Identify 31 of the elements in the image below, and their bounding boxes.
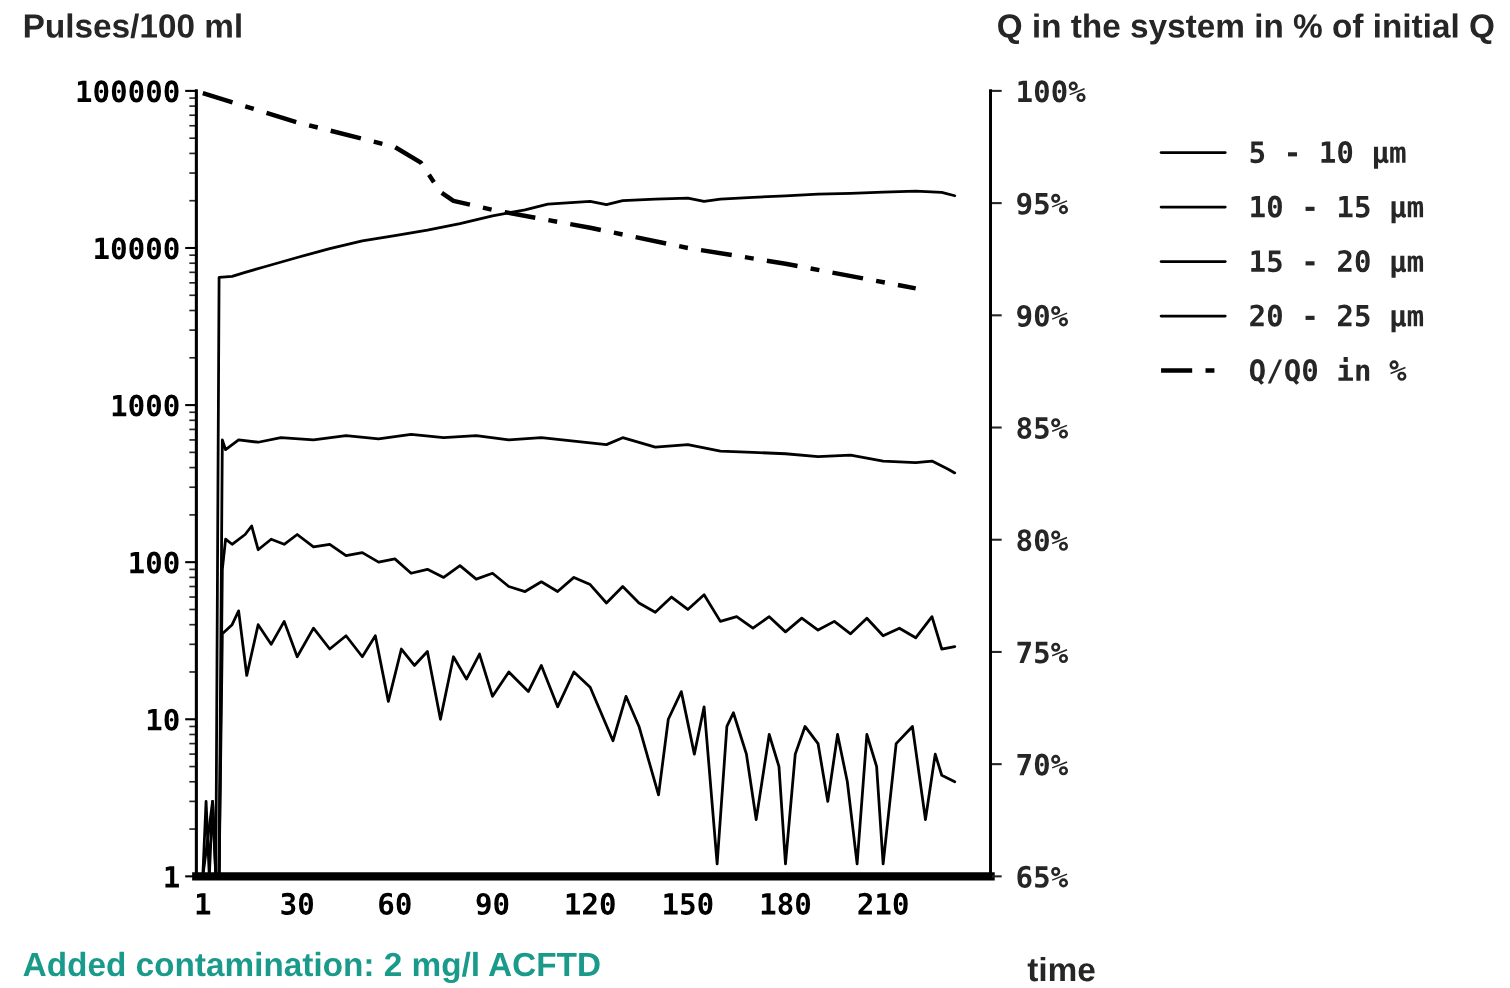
x-axis-title: time	[1027, 956, 1095, 982]
y-axis-title: Pulses/100 ml	[24, 13, 241, 39]
legend-label: 10 - 15 µm	[1251, 195, 1424, 224]
legend-label: 15 - 20 µm	[1251, 250, 1424, 278]
y2-tick-label: 100%	[1018, 80, 1086, 103]
legend-label: Q/Q0 in %	[1249, 357, 1407, 385]
x-tick-label: 90	[476, 892, 509, 916]
y2-tick-label: 90%	[1017, 304, 1069, 327]
legend-label: 20 - 25 µm	[1250, 304, 1424, 333]
x-tick-label: 30	[281, 892, 314, 915]
y2-tick-label: 65%	[1017, 865, 1069, 888]
y2-tick-label: 85%	[1017, 416, 1069, 440]
x-tick-label: 180	[761, 892, 811, 915]
y-tick-label: 100000	[77, 80, 179, 103]
y2-tick-label: 70%	[1017, 753, 1069, 776]
text: Added contamination: 2 mg/l ACFTD	[23, 951, 600, 984]
y2-tick-label: 80%	[1017, 529, 1069, 552]
y-tick-label: 10000	[95, 237, 179, 260]
y-tick-label: 1000	[112, 394, 179, 417]
legend-label: 5 - 10 µm	[1250, 141, 1406, 169]
x-tick-label: 60	[379, 892, 411, 915]
x-tick-label: 1	[196, 893, 211, 915]
x-tick-label: 150	[664, 892, 713, 915]
y2-axis-title: Q in the system in % of initial Q	[998, 13, 1494, 45]
y-tick-label: 10	[147, 708, 179, 731]
y-tick-label: 1	[165, 866, 179, 888]
y-tick-label: 100	[130, 551, 179, 574]
y2-tick-label: 95%	[1017, 192, 1069, 215]
x-tick-label: 210	[858, 892, 908, 915]
y2-tick-label: 75%	[1017, 641, 1069, 664]
x-tick-label: 120	[566, 892, 615, 915]
